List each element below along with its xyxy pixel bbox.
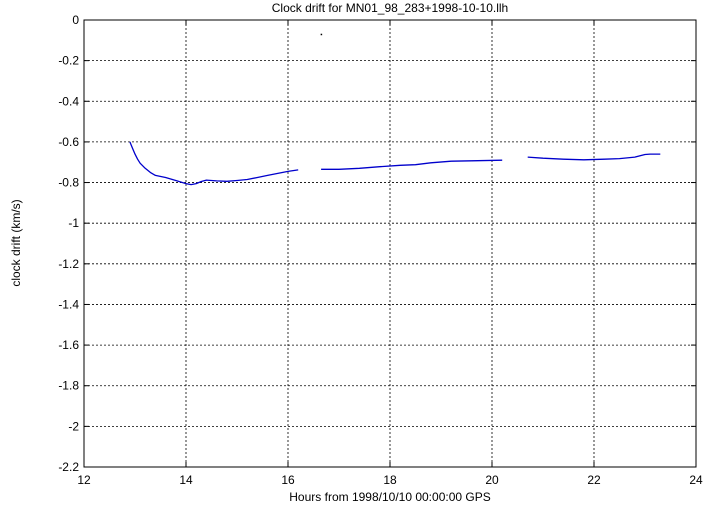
x-tick-label: 18	[383, 473, 397, 487]
y-tick-label: -0.4	[58, 94, 79, 108]
y-tick-label: -0.2	[58, 54, 79, 68]
x-axis-label: Hours from 1998/10/10 00:00:00 GPS	[289, 490, 490, 504]
clock-drift-line-segment	[527, 153, 661, 161]
clock-drift-line-segment	[321, 159, 503, 170]
y-tick-label: 0	[72, 13, 79, 27]
y-tick-label: -2	[68, 419, 79, 433]
data-series	[129, 33, 661, 186]
y-tick-label: -1.2	[58, 257, 79, 271]
chart-title: Clock drift for MN01_98_283+1998-10-10.l…	[272, 1, 508, 15]
y-tick-label: -0.6	[58, 135, 79, 149]
y-tick-label: -2.2	[58, 460, 79, 474]
x-tick-label: 20	[485, 473, 499, 487]
x-tick-label: 14	[179, 473, 193, 487]
grid-lines	[84, 20, 696, 467]
y-tick-label: -1.4	[58, 297, 79, 311]
axis-ticks: 12 14 16 18 20 22 24 0 -0.2 -0.4 -0.6 -0.8 -1 -1.2 -1.…	[58, 13, 703, 487]
y-axis-label: clock drift (km/s)	[9, 199, 23, 286]
y-tick-label: -1.6	[58, 338, 79, 352]
x-tick-label: 12	[77, 473, 91, 487]
y-tick-label: -1.8	[58, 379, 79, 393]
y-tick-label: -1	[68, 216, 79, 230]
clock-drift-line-segment	[129, 141, 299, 186]
plot-frame	[83, 19, 697, 468]
y-tick-label: -0.8	[58, 176, 79, 190]
stray-data-point	[320, 33, 323, 36]
x-tick-label: 16	[281, 473, 295, 487]
x-tick-label: 22	[587, 473, 601, 487]
x-tick-label: 24	[689, 473, 703, 487]
